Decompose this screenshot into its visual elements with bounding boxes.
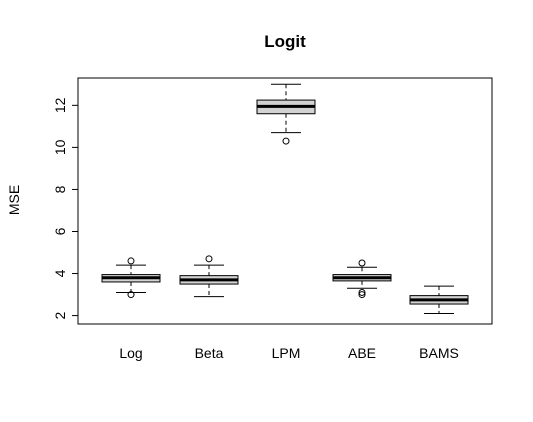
- y-tick-label: 10: [52, 139, 68, 155]
- y-tick-label: 8: [52, 185, 68, 193]
- box-log: [101, 257, 161, 299]
- box-lpm: [256, 83, 316, 145]
- box-bams: [409, 285, 469, 314]
- x-tick-label: Beta: [195, 345, 224, 361]
- x-axis: Log Beta LPM ABE BAMS: [119, 345, 459, 361]
- y-tick-label: 12: [52, 97, 68, 113]
- outlier-point: [282, 137, 290, 145]
- y-tick-label: 2: [52, 311, 68, 319]
- box-abe: [332, 259, 392, 299]
- outlier-point: [358, 291, 366, 299]
- y-axis-label: MSE: [6, 185, 22, 215]
- outlier-point: [358, 288, 366, 296]
- x-tick-label: LPM: [272, 345, 301, 361]
- outlier-point: [205, 255, 213, 263]
- outlier-point: [127, 257, 135, 265]
- outlier-point: [127, 291, 135, 299]
- y-tick-label: 4: [52, 269, 68, 277]
- y-axis: 2 4 6 8 10 12: [52, 97, 79, 319]
- plot-frame: [77, 77, 493, 325]
- box-beta: [179, 255, 239, 298]
- y-tick-label: 6: [52, 227, 68, 235]
- x-tick-label: Log: [119, 345, 142, 361]
- boxes: [101, 83, 469, 314]
- outlier-point: [358, 259, 366, 267]
- chart-title: Logit: [264, 32, 306, 51]
- x-tick-label: ABE: [348, 345, 376, 361]
- x-tick-label: BAMS: [419, 345, 459, 361]
